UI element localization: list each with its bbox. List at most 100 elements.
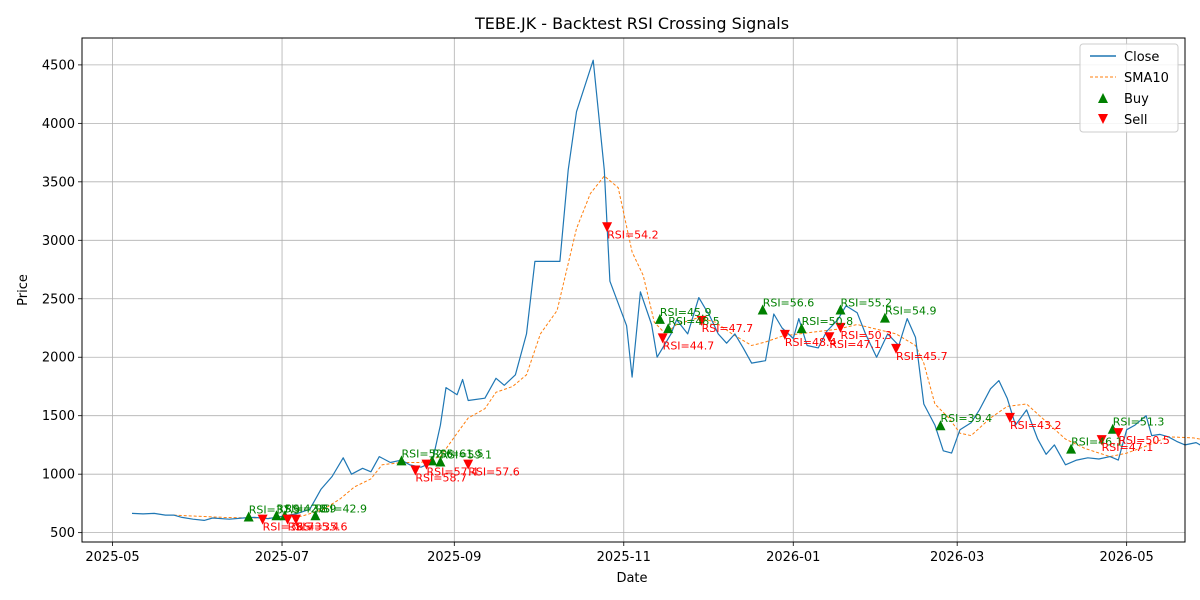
sell-marker (824, 332, 835, 343)
sell-annotation: RSI=50.3 (840, 329, 892, 342)
buy-marker (663, 323, 674, 334)
sma10-series (173, 175, 1200, 519)
legend-buy-marker (1098, 93, 1108, 103)
y-tick-label: 2500 (42, 292, 75, 307)
sell-annotation: RSI=48.4 (785, 336, 837, 349)
sell-annotation: RSI=35.6 (296, 521, 348, 534)
sell-marker (1096, 435, 1107, 446)
sell-marker (1113, 428, 1124, 439)
buy-marker (310, 510, 321, 521)
sell-annotation: RSI=58.7 (415, 471, 467, 484)
chart-title: TEBE.JK - Backtest RSI Crossing Signals (474, 14, 789, 33)
buy-marker (835, 304, 846, 315)
sell-marker (696, 315, 707, 326)
sell-marker (421, 459, 432, 470)
buy-marker (757, 304, 768, 315)
y-tick-label: 3000 (42, 234, 75, 249)
buy-marker (1066, 443, 1077, 454)
buy-annotation: RSI=54.9 (885, 305, 937, 318)
buy-annotation: RSI=42.9 (315, 502, 367, 515)
grid (82, 38, 1185, 542)
sell-marker (290, 514, 301, 525)
sell-marker (657, 333, 668, 344)
y-tick-label: 3500 (42, 175, 75, 190)
sell-marker (835, 322, 846, 333)
y-tick-label: 500 (50, 526, 75, 541)
x-tick-label: 2026-01 (766, 550, 820, 565)
sell-marker (410, 465, 421, 476)
y-tick-label: 1000 (42, 468, 75, 483)
y-tick-label: 1500 (42, 409, 75, 424)
sell-marker (602, 222, 613, 233)
sell-marker (257, 514, 268, 525)
y-axis-label: Price (16, 274, 31, 306)
buy-marker (935, 420, 946, 431)
legend-sell-marker (1098, 114, 1108, 124)
y-axis-ticks: 500 1000 1500 2000 2500 3000 3500 4000 4500 (42, 58, 82, 541)
sell-marker (891, 343, 902, 354)
buy-annotation: RSI=45.9 (660, 306, 712, 319)
x-axis-ticks: 2025-05 2025-07 2025-09 2025-11 2026-01 2026-… (85, 542, 1154, 565)
signal-markers (243, 222, 1124, 525)
sell-annotation: RSI=47.1 (829, 338, 881, 351)
sell-annotation: RSI=47.7 (702, 322, 754, 335)
buy-marker (435, 456, 446, 467)
sell-annotation: RSI=44.7 (663, 339, 715, 352)
x-tick-label: 2026-05 (1099, 550, 1153, 565)
buy-annotation: RSI=59.1 (440, 448, 492, 461)
x-tick-label: 2025-09 (427, 550, 481, 565)
buy-annotation: RSI=51.3 (1113, 416, 1165, 429)
legend-sma10-label: SMA10 (1124, 71, 1169, 86)
buy-annotation: RSI=61.5 (432, 447, 484, 460)
sell-marker (463, 459, 474, 470)
sell-marker (779, 329, 790, 340)
buy-marker (654, 313, 665, 324)
buy-marker (271, 510, 282, 521)
sell-annotation: RSI=54.2 (607, 228, 659, 241)
buy-annotation: RSI=38.9 (285, 502, 337, 515)
legend-sell-label: Sell (1124, 113, 1147, 128)
close-series (131, 59, 1200, 521)
buy-marker (396, 455, 407, 466)
x-tick-label: 2025-05 (85, 550, 139, 565)
sell-annotation: RSI=50.5 (1118, 434, 1170, 447)
buy-annotation: RSI=37.9 (249, 503, 301, 516)
buy-annotation: RSI=50.8 (802, 315, 854, 328)
legend: Close SMA10 Buy Sell (1079, 43, 1179, 133)
sell-annotation: RSI=47.1 (1102, 441, 1154, 454)
legend-box (1079, 43, 1179, 133)
buy-annotation: RSI=48.5 (668, 315, 720, 328)
y-tick-label: 2000 (42, 351, 75, 366)
x-axis-label: Date (616, 571, 647, 586)
sell-annotation: RSI=36.7 (263, 521, 315, 534)
buy-annotation: RSI=52.6 (402, 447, 454, 460)
sell-annotation: RSI=57.4 (427, 466, 479, 479)
sell-annotation: RSI=57.6 (468, 466, 520, 479)
sma10-line (173, 175, 1200, 519)
buy-marker (243, 511, 254, 522)
buy-annotation: RSI=42.8 (276, 502, 328, 515)
x-tick-label: 2025-07 (255, 550, 309, 565)
buy-marker (796, 323, 807, 334)
plot-frame (81, 37, 1186, 543)
sell-annotation: RSI=35.4 (288, 521, 340, 534)
legend-close-label: Close (1124, 50, 1159, 65)
buy-annotation: RSI=46.1 (1071, 436, 1123, 449)
buy-annotation: RSI=56.6 (763, 296, 815, 309)
sell-marker (1004, 412, 1015, 423)
y-tick-label: 4500 (42, 58, 75, 73)
close-line (131, 59, 1200, 521)
x-tick-label: 2026-03 (930, 550, 984, 565)
sell-marker (282, 514, 293, 525)
x-tick-label: 2025-11 (597, 550, 651, 565)
buy-marker (879, 312, 890, 323)
buy-annotation: RSI=39.4 (941, 412, 993, 425)
legend-buy-label: Buy (1124, 92, 1149, 107)
buy-annotation: RSI=55.2 (840, 296, 892, 309)
sell-annotation: RSI=45.7 (896, 350, 948, 363)
sell-annotation: RSI=43.2 (1010, 419, 1062, 432)
y-tick-label: 4000 (42, 117, 75, 132)
